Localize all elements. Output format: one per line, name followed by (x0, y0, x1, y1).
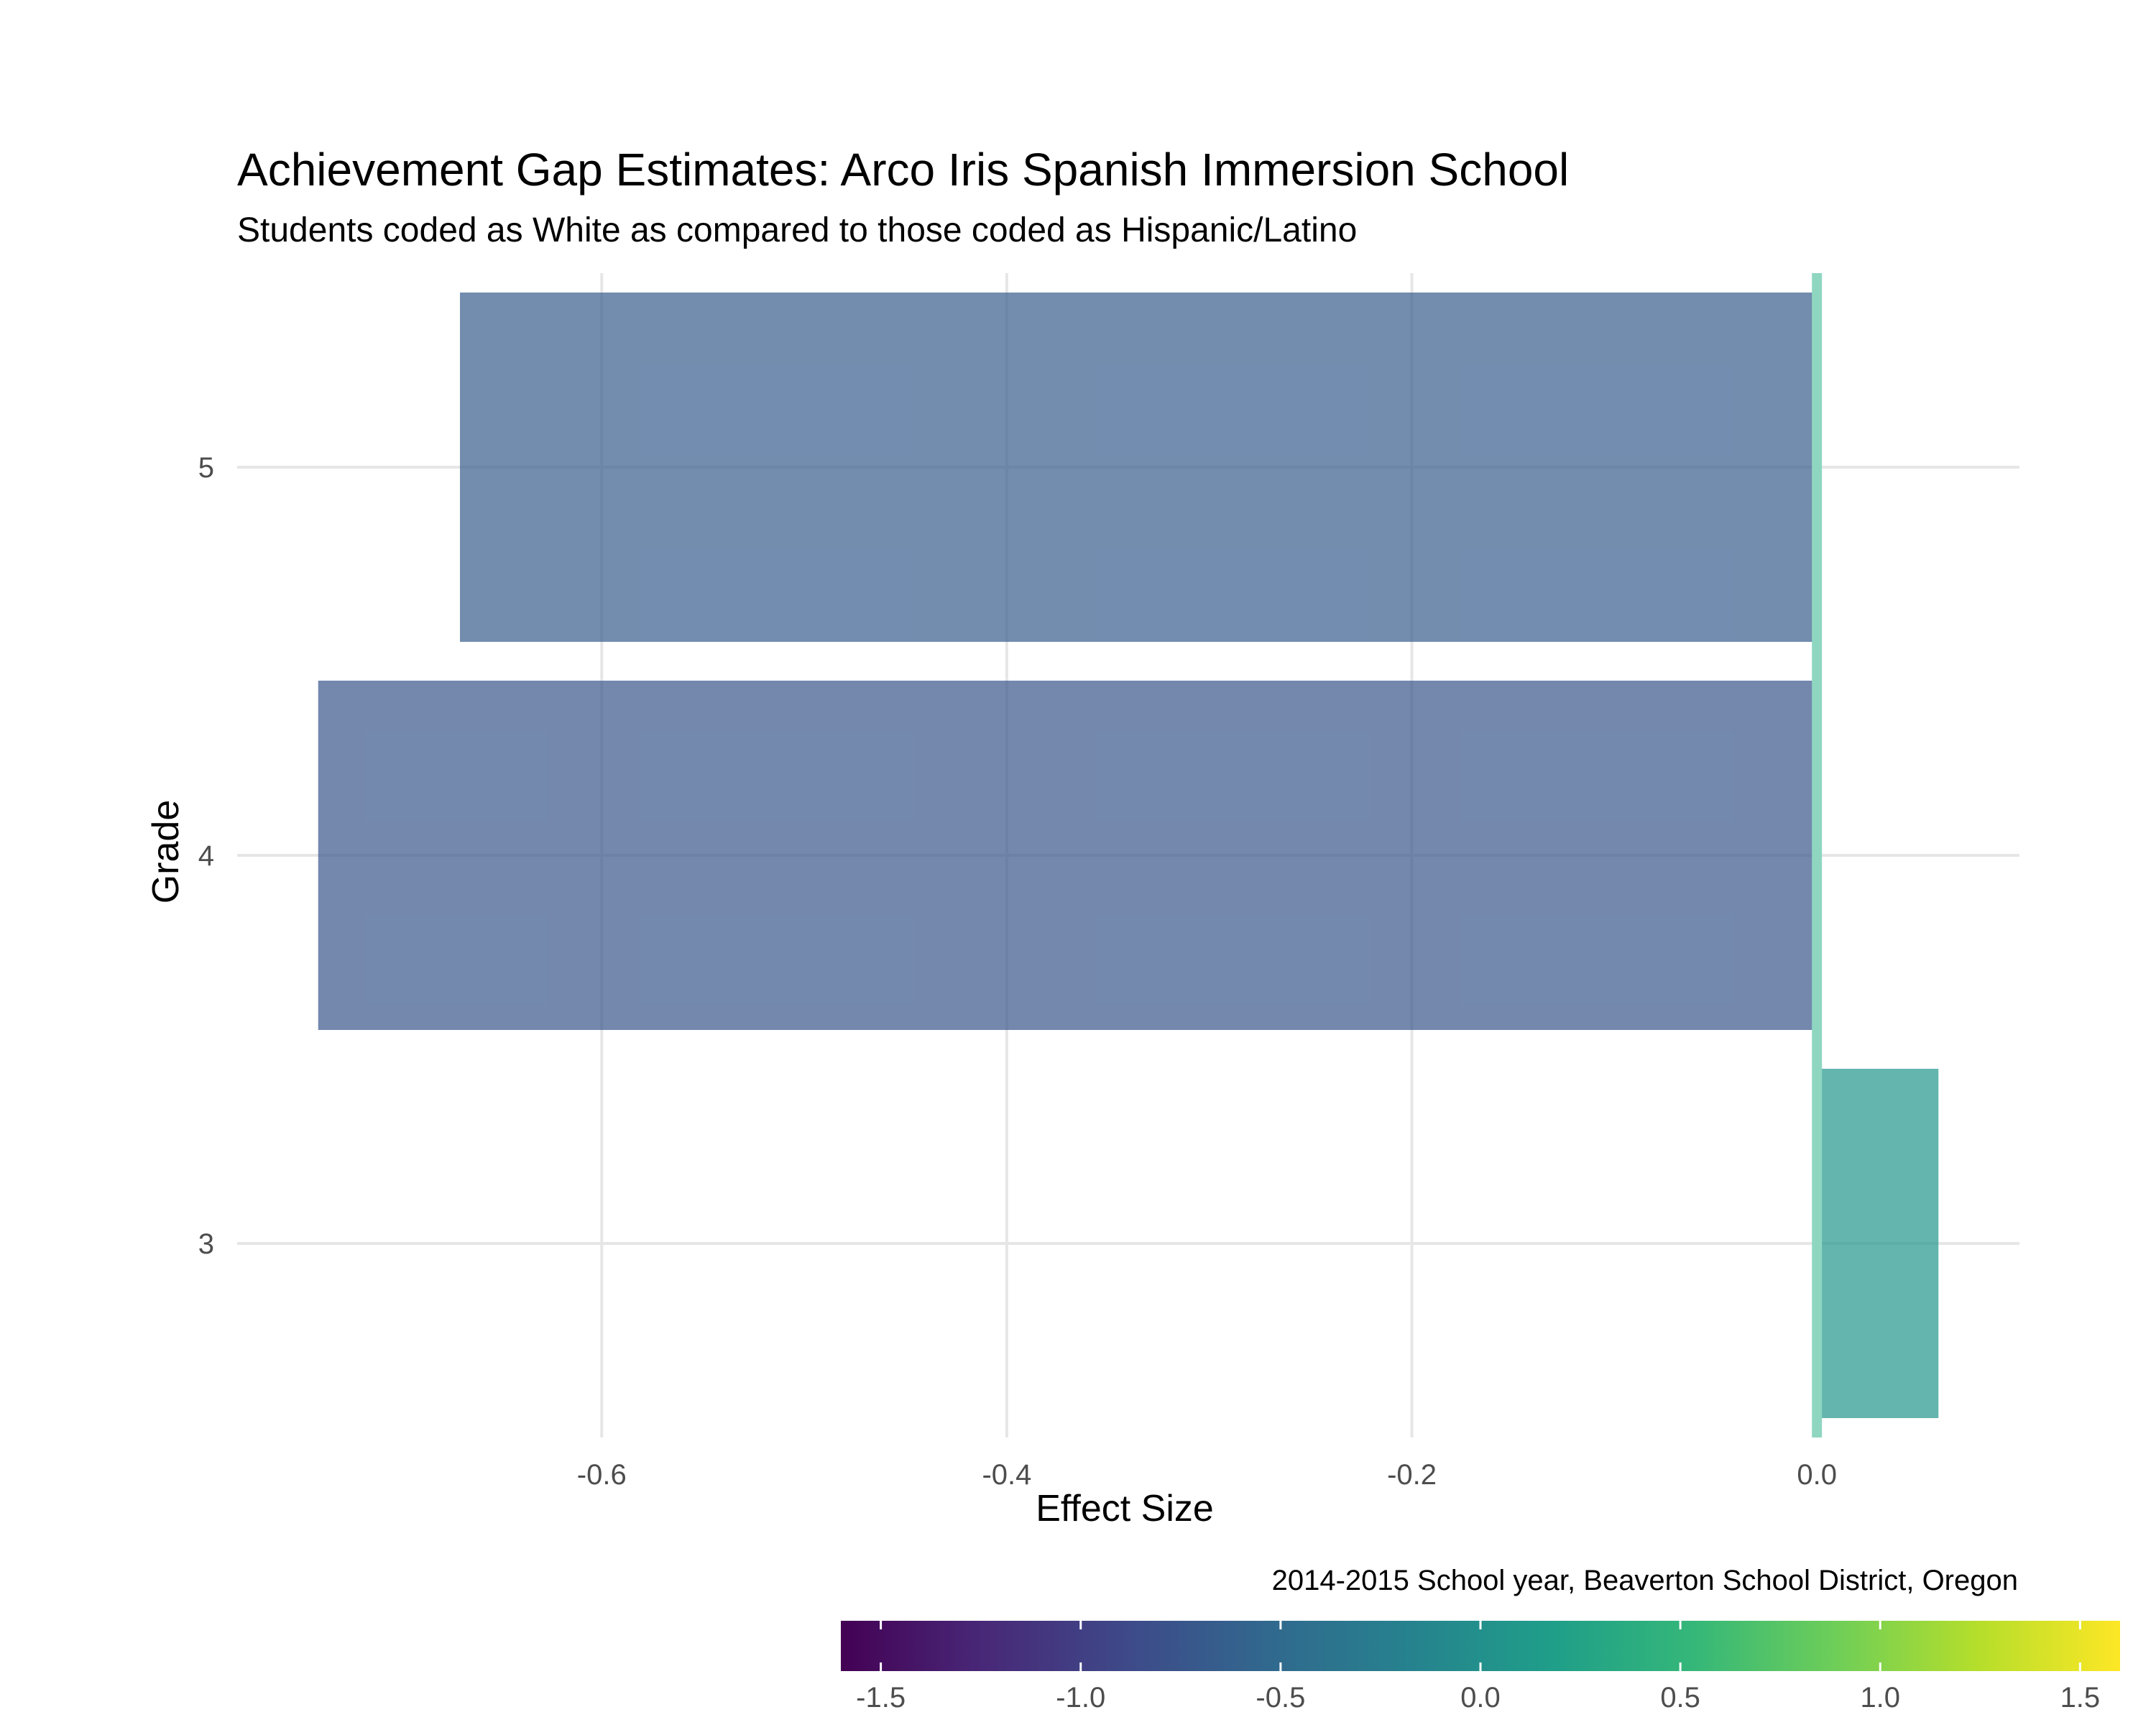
y-tick-label: 4 (198, 840, 214, 872)
y-axis-title: Grade (145, 800, 187, 904)
colorbar-legend: -1.5 -1.0 -0.5 0.0 0.5 1.0 1.5 (841, 1621, 2120, 1714)
bar-grade-5 (460, 293, 1818, 642)
chart-title: Achievement Gap Estimates: Arco Iris Spa… (237, 144, 1569, 196)
colorbar-tick-label: 0.5 (1660, 1682, 1700, 1714)
chart-subtitle: Students coded as White as compared to t… (237, 211, 1357, 249)
y-tick-label: 3 (198, 1228, 214, 1260)
colorbar-tick-label: 1.5 (2060, 1682, 2101, 1714)
colorbar-tick-label: 1.0 (1860, 1682, 1900, 1714)
bars (318, 293, 1939, 1418)
bar-grade-3 (1817, 1069, 1939, 1418)
x-tick-labels: -0.6 -0.4 -0.2 0.0 (577, 1459, 1837, 1491)
x-tick-label: -0.6 (577, 1459, 627, 1491)
y-tick-label: 5 (198, 452, 214, 484)
colorbar-tick-label: 0.0 (1460, 1682, 1501, 1714)
x-tick-label: -0.2 (1387, 1459, 1437, 1491)
caption: 2014-2015 School year, Beaverton School … (1272, 1565, 2018, 1596)
colorbar-tick-label: -1.0 (1056, 1682, 1105, 1714)
bar-grade-4 (318, 681, 1818, 1030)
colorbar-tick-label: -1.5 (856, 1682, 906, 1714)
x-tick-label: 0.0 (1797, 1459, 1837, 1491)
x-axis-title: Effect Size (1036, 1488, 1214, 1530)
colorbar-tick-label: -0.5 (1256, 1682, 1305, 1714)
y-tick-labels: 3 4 5 (198, 452, 214, 1260)
x-tick-label: -0.4 (982, 1459, 1031, 1491)
